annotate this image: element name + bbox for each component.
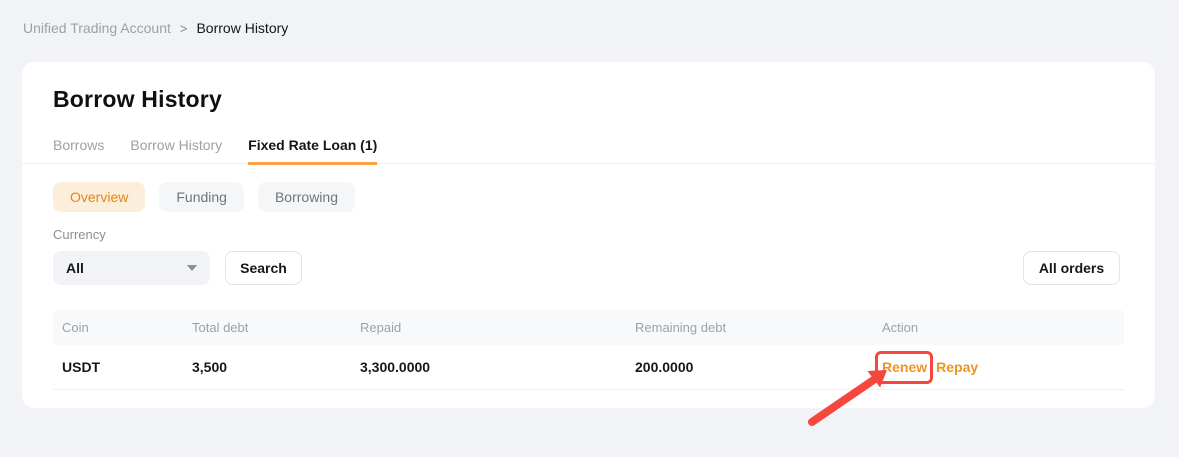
col-header-coin: Coin	[62, 320, 89, 335]
table-row: USDT 3,500 3,300.0000 200.0000 Renew Rep…	[53, 345, 1124, 390]
renew-link[interactable]: Renew	[882, 359, 928, 375]
cell-remaining-debt: 200.0000	[635, 359, 694, 375]
table-header-row: Coin Total debt Repaid Remaining debt Ac…	[53, 310, 1124, 345]
col-header-repaid: Repaid	[360, 320, 402, 335]
cell-coin: USDT	[62, 359, 101, 375]
pill-borrowing[interactable]: Borrowing	[257, 182, 355, 212]
repay-link[interactable]: Repay	[936, 359, 979, 375]
caret-down-icon	[187, 265, 197, 271]
chevron-right-icon: >	[179, 20, 188, 36]
tab-fixed-rate-loan[interactable]: Fixed Rate Loan (1)	[248, 137, 378, 165]
page-title: Borrow History	[53, 86, 222, 112]
filter-controls: All Search All orders	[53, 251, 1124, 285]
tab-bar: Borrows Borrow History Fixed Rate Loan (…	[22, 137, 1155, 165]
currency-select[interactable]: All	[53, 251, 210, 285]
loans-table: Coin Total debt Repaid Remaining debt Ac…	[53, 310, 1124, 390]
breadcrumb: Unified Trading Account > Borrow History	[23, 20, 288, 36]
filter-pill-group: Overview Funding Borrowing	[53, 182, 1124, 212]
col-header-remaining-debt: Remaining debt	[635, 320, 727, 335]
col-header-action: Action	[882, 320, 919, 335]
all-orders-button[interactable]: All orders	[1023, 251, 1120, 285]
cell-total-debt: 3,500	[192, 359, 228, 375]
breadcrumb-current: Borrow History	[196, 20, 289, 36]
tab-borrow-history[interactable]: Borrow History	[130, 137, 223, 153]
pill-overview[interactable]: Overview	[53, 182, 146, 212]
currency-selected-value: All	[66, 260, 84, 276]
col-header-total-debt: Total debt	[192, 320, 249, 335]
breadcrumb-parent-link[interactable]: Unified Trading Account	[23, 20, 171, 36]
cell-repaid: 3,300.0000	[360, 359, 431, 375]
borrow-history-card: Borrow History Borrows Borrow History Fi…	[22, 62, 1155, 408]
tab-borrows[interactable]: Borrows	[53, 137, 105, 153]
cell-action: Renew Repay	[873, 351, 1124, 384]
search-button[interactable]: Search	[225, 251, 302, 285]
currency-label: Currency	[53, 227, 106, 242]
pill-funding[interactable]: Funding	[159, 182, 244, 212]
